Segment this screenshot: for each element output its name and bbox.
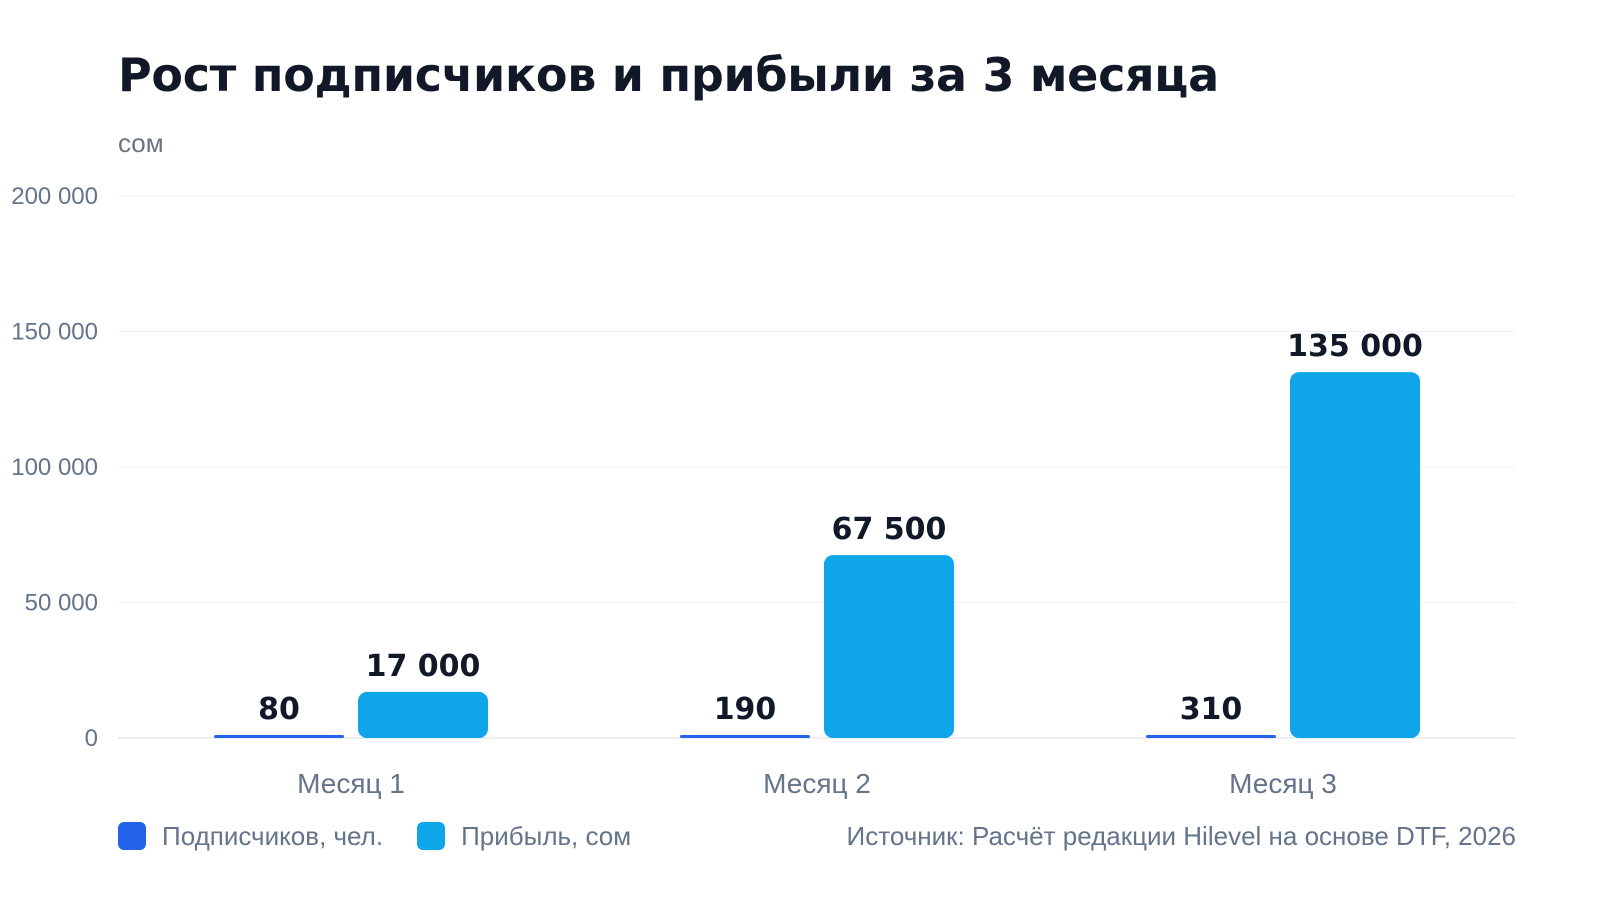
bar-profit bbox=[824, 555, 954, 738]
x-tick-label: Месяц 1 bbox=[297, 768, 405, 799]
bar-subscribers bbox=[680, 735, 810, 738]
bar-profit bbox=[358, 691, 488, 738]
legend-item-subscribers: Подписчиков, чел. bbox=[118, 821, 383, 852]
y-tick-label: 200 000 bbox=[11, 183, 98, 210]
legend-item-profit: Прибыль, сом bbox=[417, 821, 631, 852]
chart-title: Рост подписчиков и прибыли за 3 месяца bbox=[118, 48, 1219, 102]
data-label: 67 500 bbox=[832, 512, 947, 547]
bar-subscribers bbox=[1146, 735, 1276, 738]
y-tick-label: 0 bbox=[85, 725, 98, 752]
data-label: 80 bbox=[258, 692, 300, 727]
data-label: 310 bbox=[1180, 692, 1243, 727]
legend-swatch-profit bbox=[417, 822, 446, 850]
x-tick-label: Месяц 2 bbox=[763, 768, 871, 799]
legend-label-subscribers: Подписчиков, чел. bbox=[162, 820, 384, 851]
source-note: Источник: Расчёт редакции Hilevel на осн… bbox=[846, 820, 1516, 851]
y-tick-label: 100 000 bbox=[11, 454, 98, 481]
bar-profit bbox=[1290, 372, 1420, 738]
legend-swatch-subscribers bbox=[118, 822, 146, 850]
data-label: 135 000 bbox=[1287, 329, 1423, 364]
y-tick-label: 50 000 bbox=[25, 590, 98, 617]
y-tick-label: 150 000 bbox=[11, 319, 98, 346]
legend-label-profit: Прибыль, сом bbox=[461, 820, 632, 851]
data-label: 190 bbox=[714, 692, 777, 727]
chart-footer: Подписчиков, чел. Прибыль, сом Источник:… bbox=[118, 816, 1516, 856]
bar-subscribers bbox=[214, 735, 344, 738]
y-axis-unit-label: сом bbox=[118, 128, 164, 158]
x-tick-label: Месяц 3 bbox=[1229, 768, 1337, 799]
data-label: 17 000 bbox=[366, 649, 481, 684]
